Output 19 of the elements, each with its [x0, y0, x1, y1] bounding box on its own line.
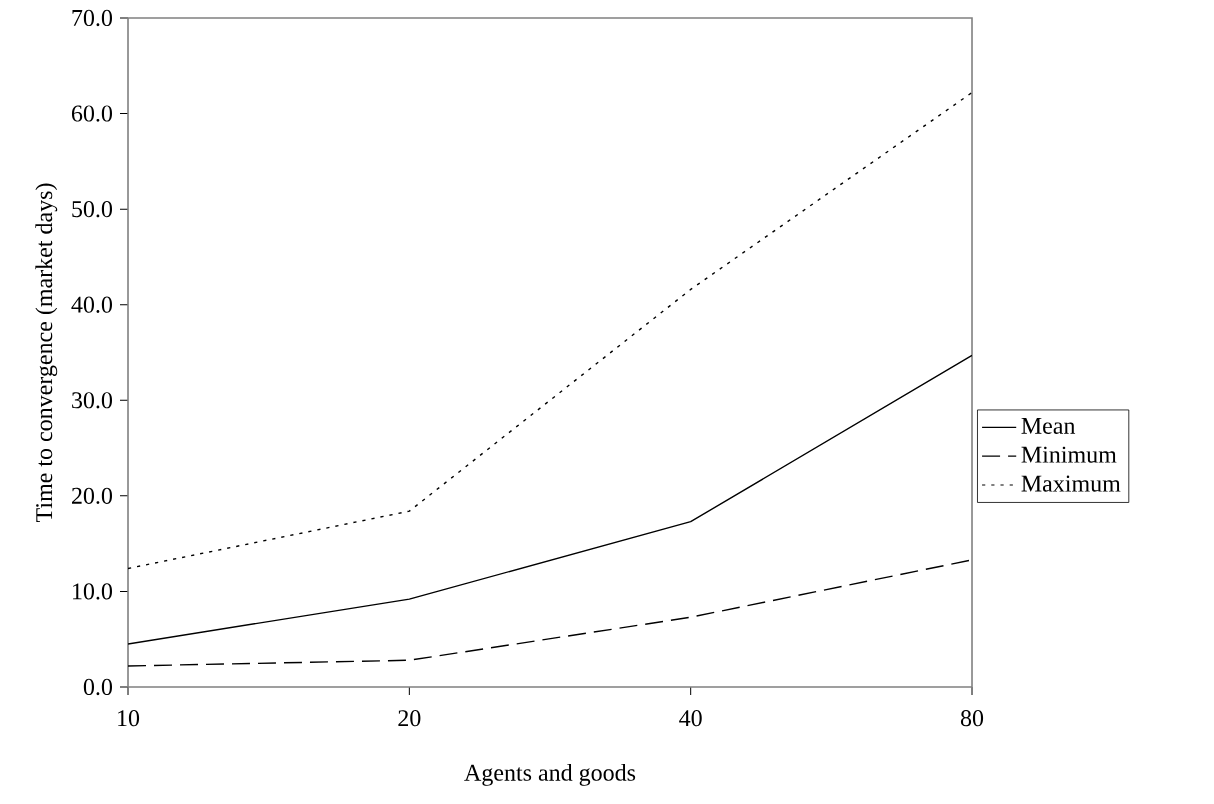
y-tick-label: 0.0 [83, 678, 113, 696]
x-tick-label: 40 [679, 710, 702, 727]
line-series [128, 91, 973, 570]
x-tick-label: 20 [398, 710, 421, 727]
y-tick-label: 60.0 [71, 105, 113, 122]
y-axis-title: Time to convergence (market days) [35, 183, 58, 523]
x-axis-title: Agents and goods [464, 763, 636, 786]
legend-label: Maximum [1021, 475, 1121, 492]
y-tick-label: 70.0 [72, 9, 113, 27]
y-tick-label: 20.0 [72, 487, 113, 505]
legend-label: Mean [1021, 417, 1076, 434]
line-series [128, 354, 973, 645]
y-tick-label: 40.0 [71, 296, 113, 313]
y-tick-label: 50.0 [72, 201, 113, 218]
x-tick-label: 10 [118, 710, 140, 727]
x-tick-label: 80 [960, 710, 984, 727]
y-tick-label: 30.0 [72, 392, 113, 409]
y-tick-label: 10.0 [73, 583, 113, 600]
legend-label: Minimum [1021, 446, 1117, 463]
